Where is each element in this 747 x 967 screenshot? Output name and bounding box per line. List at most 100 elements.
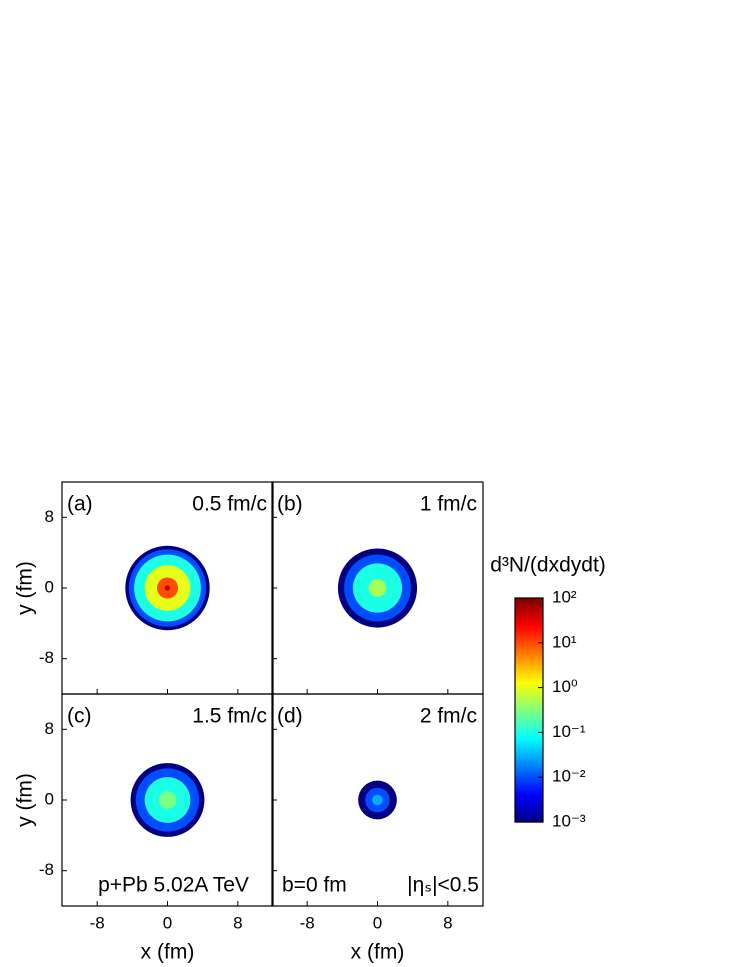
colorbar-cell [515, 668, 543, 671]
colorbar-cell [515, 798, 543, 801]
colorbar-cell [515, 636, 543, 639]
colorbar-cell [515, 602, 543, 605]
colorbar-title: d³N/(dxdydt) [490, 554, 606, 577]
colorbar-cell [515, 598, 543, 601]
colorbar-cell [515, 612, 543, 615]
colorbar-cell [515, 762, 543, 765]
colorbar-cell [515, 652, 543, 655]
colorbar-cell [515, 734, 543, 737]
colorbar-cell [515, 812, 543, 815]
colorbar-cell [515, 796, 543, 799]
colorbar-cell [515, 794, 543, 797]
colorbar-cell [515, 766, 543, 769]
colorbar-cell [515, 700, 543, 703]
colorbar-cell [515, 610, 543, 613]
colorbar-cell [515, 804, 543, 807]
colorbar-cell [515, 670, 543, 673]
contour [372, 794, 383, 806]
colorbar-cell [515, 682, 543, 685]
colorbar-cell [515, 710, 543, 713]
colorbar-cell [515, 728, 543, 731]
colorbar-cell [515, 694, 543, 697]
colorbar-cell [515, 628, 543, 631]
panel: (b) 1 fm/c [271, 481, 484, 695]
colorbar-cell [515, 736, 543, 739]
colorbar-cell [515, 748, 543, 751]
annotation: |ηₛ|<0.5 [407, 874, 479, 897]
colorbar-cell [515, 604, 543, 607]
colorbar-cell [515, 644, 543, 647]
colorbar-cell [515, 650, 543, 653]
colorbar-cell [515, 614, 543, 617]
colorbar-cell [515, 656, 543, 659]
colorbar-cell [515, 746, 543, 749]
colorbar-cell [515, 808, 543, 811]
x-tick-label: 8 [443, 913, 452, 932]
colorbar-cell [515, 780, 543, 783]
colorbar-cell [515, 786, 543, 789]
contour [368, 579, 387, 597]
colorbar-cell [515, 606, 543, 609]
colorbar-cell [515, 720, 543, 723]
colorbar-cell [515, 724, 543, 727]
x-axis-label: x (fm) [351, 941, 405, 964]
panel-label: (b) [277, 493, 303, 516]
colorbar-cell [515, 664, 543, 667]
colorbar-cell [515, 782, 543, 785]
colorbar-cell [515, 784, 543, 787]
colorbar-cell [515, 770, 543, 773]
colorbar-cell [515, 646, 543, 649]
y-axis-label: y (fm) [14, 561, 37, 615]
colorbar-cell [515, 600, 543, 603]
colorbar-cell [515, 752, 543, 755]
colorbar-cell [515, 692, 543, 695]
colorbar-cell [515, 620, 543, 623]
colorbar-cell [515, 688, 543, 691]
colorbar-cell [515, 618, 543, 621]
contour [158, 791, 177, 809]
colorbar-cell [515, 708, 543, 711]
colorbar-cell [515, 676, 543, 679]
colorbar-cell [515, 738, 543, 741]
colorbar-cell [515, 744, 543, 747]
colorbar-cell [515, 764, 543, 767]
x-tick-label: 8 [233, 913, 242, 932]
colorbar-cell [515, 608, 543, 611]
colorbar-cell [515, 760, 543, 763]
colorbar-cell [515, 750, 543, 753]
colorbar-cell [515, 788, 543, 791]
panel-label: (c) [67, 705, 92, 728]
colorbar-cell [515, 802, 543, 805]
colorbar-cell [515, 816, 543, 819]
time-label: 1 fm/c [420, 493, 477, 516]
colorbar-cell [515, 706, 543, 709]
colorbar-cell [515, 800, 543, 803]
colorbar-cell [515, 712, 543, 715]
contour [164, 585, 171, 591]
colorbar-cell [515, 640, 543, 643]
annotation: p+Pb 5.02A TeV [98, 874, 249, 897]
colorbar-cell [515, 616, 543, 619]
colorbar-cell [515, 718, 543, 721]
annotation: b=0 fm [282, 874, 347, 897]
colorbar-cell [515, 730, 543, 733]
colorbar-cell [515, 726, 543, 729]
colorbar-tick-label: 10² [552, 587, 577, 606]
colorbar-cell [515, 622, 543, 625]
colorbar-cell [515, 772, 543, 775]
y-tick-label: 0 [45, 577, 54, 596]
colorbar-cell [515, 674, 543, 677]
colorbar-cell [515, 658, 543, 661]
colorbar-cell [515, 714, 543, 717]
colorbar-cell [515, 696, 543, 699]
colorbar-cell [515, 660, 543, 663]
colorbar-cell [515, 704, 543, 707]
colorbar-cell [515, 630, 543, 633]
colorbar-cell [515, 806, 543, 809]
y-tick-label: 8 [45, 719, 54, 738]
colorbar-cell [515, 642, 543, 645]
panel: -8 0 8 (d) 2 fm/c x (fm) b=0 fm |ηₛ|<0.5 [271, 693, 484, 964]
time-label: 2 fm/c [420, 705, 477, 728]
colorbar-cell [515, 774, 543, 777]
